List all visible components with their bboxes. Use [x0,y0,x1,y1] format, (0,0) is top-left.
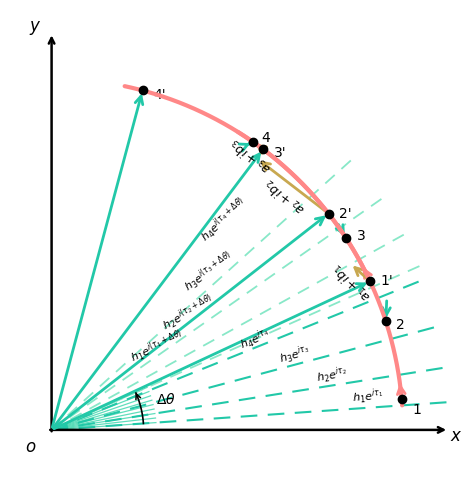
Text: $a_1+ib_1$: $a_1+ib_1$ [329,260,375,304]
Text: $h_2e^{i\tau_2}$: $h_2e^{i\tau_2}$ [315,364,349,386]
Text: 2': 2' [339,206,351,220]
Text: 3': 3' [274,146,286,160]
Text: 2: 2 [396,318,405,332]
Text: $a_2+ib_2$: $a_2+ib_2$ [262,176,309,217]
Text: $h_4e^{i(\tau_4+\Delta\theta)}$: $h_4e^{i(\tau_4+\Delta\theta)}$ [197,194,251,246]
Text: $h_1e^{i\tau_1}$: $h_1e^{i\tau_1}$ [351,386,384,407]
Text: $h_4e^{i\tau_4}$: $h_4e^{i\tau_4}$ [237,326,273,354]
Text: 3: 3 [357,230,365,243]
Text: $h_3e^{i(\tau_3+\Delta\theta)}$: $h_3e^{i(\tau_3+\Delta\theta)}$ [181,248,238,296]
Text: $h_1e^{i(\tau_1+\Delta\theta)}$: $h_1e^{i(\tau_1+\Delta\theta)}$ [127,326,187,366]
Text: $\Delta\theta$: $\Delta\theta$ [156,392,176,407]
Text: 4': 4' [153,88,166,102]
Text: 1: 1 [412,402,421,416]
Text: o: o [25,438,36,456]
Text: $h_2e^{i(\tau_2+\Delta\theta)}$: $h_2e^{i(\tau_2+\Delta\theta)}$ [159,290,218,335]
Text: $a_3+ib_3$: $a_3+ib_3$ [227,136,275,176]
Text: y: y [30,17,40,35]
Text: 1': 1' [381,274,393,288]
Text: x: x [450,427,460,445]
Text: 4: 4 [262,131,270,145]
Text: $h_3e^{i\tau_3}$: $h_3e^{i\tau_3}$ [277,342,313,368]
